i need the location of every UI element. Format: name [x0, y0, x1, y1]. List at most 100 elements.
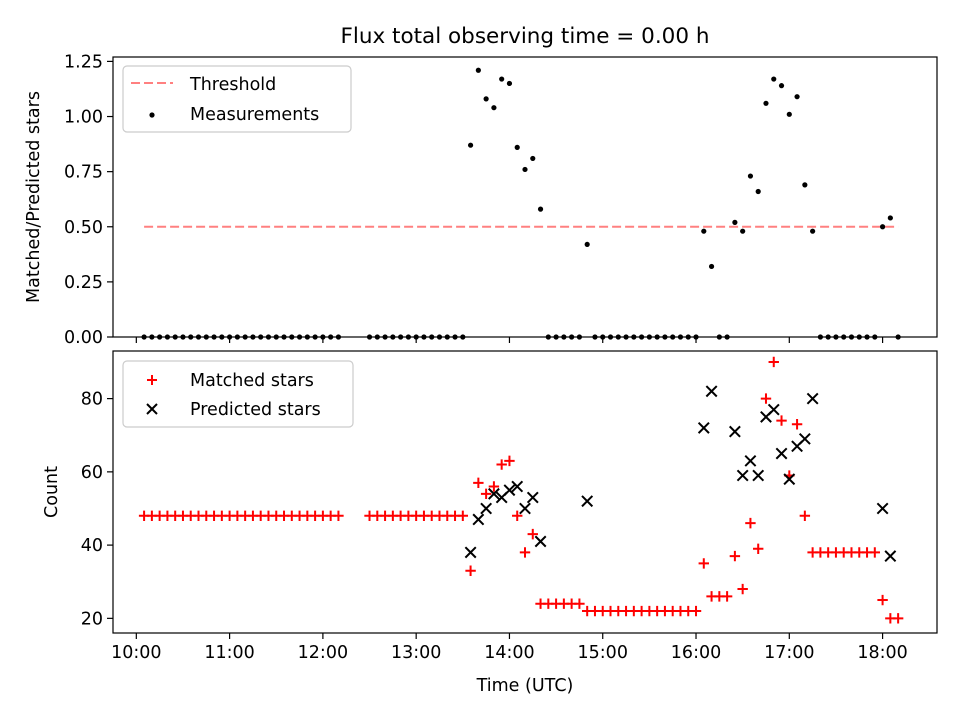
matched-star-point [457, 510, 469, 522]
y-tick-label: 40 [81, 536, 103, 556]
predicted-star-point [487, 487, 500, 500]
y-tick-label: 1.00 [64, 108, 103, 128]
x-tick-label: 18:00 [857, 643, 907, 663]
matched-star-point [768, 356, 779, 368]
measurement-point [802, 182, 808, 188]
measurement-point [794, 94, 800, 100]
y-tick-label: 1.25 [64, 52, 103, 72]
predicted-star-point [705, 385, 718, 398]
measurement-point [786, 111, 792, 117]
legend-frame [122, 65, 352, 133]
y-tick-label: 0.75 [64, 163, 103, 183]
y-tick-label: 20 [81, 609, 103, 629]
measurement-point [708, 263, 715, 270]
x-tick-label: 11:00 [204, 643, 254, 663]
predicted-star-point [806, 392, 819, 405]
matched-star-point [698, 558, 709, 569]
matched-star-point [512, 510, 523, 522]
matched-star-point [760, 393, 772, 404]
x-axis-label: Time (UTC) [476, 676, 574, 696]
matched-star-point [776, 415, 787, 426]
measurement-point [467, 142, 474, 148]
matched-star-point [465, 565, 476, 576]
legend-predicted-label: Predicted stars [190, 400, 321, 420]
predicted-star-point [798, 432, 811, 445]
predicted-star-point [728, 425, 741, 438]
matched-star-point [753, 543, 764, 554]
predicted-star-point [519, 502, 531, 515]
matched-star-point [869, 547, 881, 558]
legend-matched-swatch [147, 375, 157, 385]
measurement-point [483, 96, 489, 102]
predicted-star-point [783, 473, 796, 486]
measurement-point [475, 67, 481, 73]
matched-star-point [791, 419, 803, 430]
measurement-point [747, 173, 754, 179]
measurement-point [584, 241, 590, 248]
star-count-axes-frame [112, 350, 938, 634]
star-count-panel: 20 40 60 80 10:00 11:00 12:00 13:00 14:00 15:00 16… [42, 350, 938, 696]
matched-star-point [574, 598, 585, 609]
measurement-point [740, 228, 746, 234]
matched-star-point [690, 605, 702, 617]
measurement-point [732, 219, 738, 225]
predicted-star-point [526, 491, 539, 504]
x-tick-label: 17:00 [764, 643, 814, 663]
matched-star-point [473, 477, 484, 489]
legend-matched-label: Matched stars [190, 371, 314, 391]
predicted-star-point [503, 484, 516, 497]
x-tick-label: 16:00 [671, 643, 721, 663]
predicted-star-point [752, 469, 765, 482]
matched-star-point [729, 550, 741, 562]
measurement-point [701, 228, 707, 234]
predicted-star-point [697, 422, 710, 434]
measurement-point [763, 100, 769, 106]
y-tick-label: 0.25 [64, 273, 103, 293]
flux-ratio-legend: Threshold Measurements [122, 65, 352, 133]
predicted-star-point [511, 480, 524, 493]
predicted-star-point [767, 403, 780, 416]
matched-star-point [745, 517, 756, 529]
matched-star-point [480, 488, 492, 500]
measurement-point [879, 224, 886, 230]
matched-star-point [527, 528, 538, 540]
matched-star-point [721, 591, 733, 602]
x-tick-label: 15:00 [578, 643, 628, 663]
flux-ratio-axes-frame [112, 56, 938, 338]
predicted-star-point [876, 502, 889, 515]
measurement-point [514, 144, 520, 150]
predicted-star-point [472, 513, 485, 526]
legend-predicted-swatch [146, 403, 158, 415]
measurement-point [530, 155, 536, 162]
chart-title: Flux total observing time = 0.00 h [341, 24, 710, 49]
measurement-point [506, 80, 513, 87]
measurement-point [537, 206, 544, 212]
matched-star-point [504, 455, 515, 467]
matched-star-point [519, 547, 531, 558]
predicted-star-point [736, 469, 749, 482]
matched-star-point [892, 613, 904, 624]
predicted-star-point [744, 454, 757, 467]
predicted-star-point [464, 546, 477, 559]
y-tick-label: 60 [81, 463, 103, 483]
predicted-star-point [581, 495, 594, 508]
predicted-star-point [480, 502, 493, 515]
star-count-legend: Matched stars Predicted stars [122, 360, 354, 428]
matched-star-point [737, 583, 748, 595]
flux-ratio-panel: Flux total observing time = 0.00 h 0.00 0… [24, 24, 938, 348]
measurement-point [755, 188, 761, 195]
x-tick-label: 12:00 [298, 643, 348, 663]
matched-star-point [877, 594, 888, 606]
legend-measurements-swatch [149, 112, 155, 118]
x-tick-label: 13:00 [391, 643, 441, 663]
matched-star-point [799, 510, 811, 522]
matched-star-point [333, 510, 344, 522]
predicted-star-point [884, 550, 897, 562]
legend-threshold-label: Threshold [189, 75, 276, 95]
star-count-plot-area: 20 40 60 80 10:00 11:00 12:00 13:00 14:00 15:00 16… [81, 356, 908, 663]
measurement-point [887, 215, 893, 221]
measurement-point [499, 76, 505, 82]
x-tick-label: 14:00 [484, 643, 534, 663]
legend-measurements-label: Measurements [190, 105, 319, 125]
